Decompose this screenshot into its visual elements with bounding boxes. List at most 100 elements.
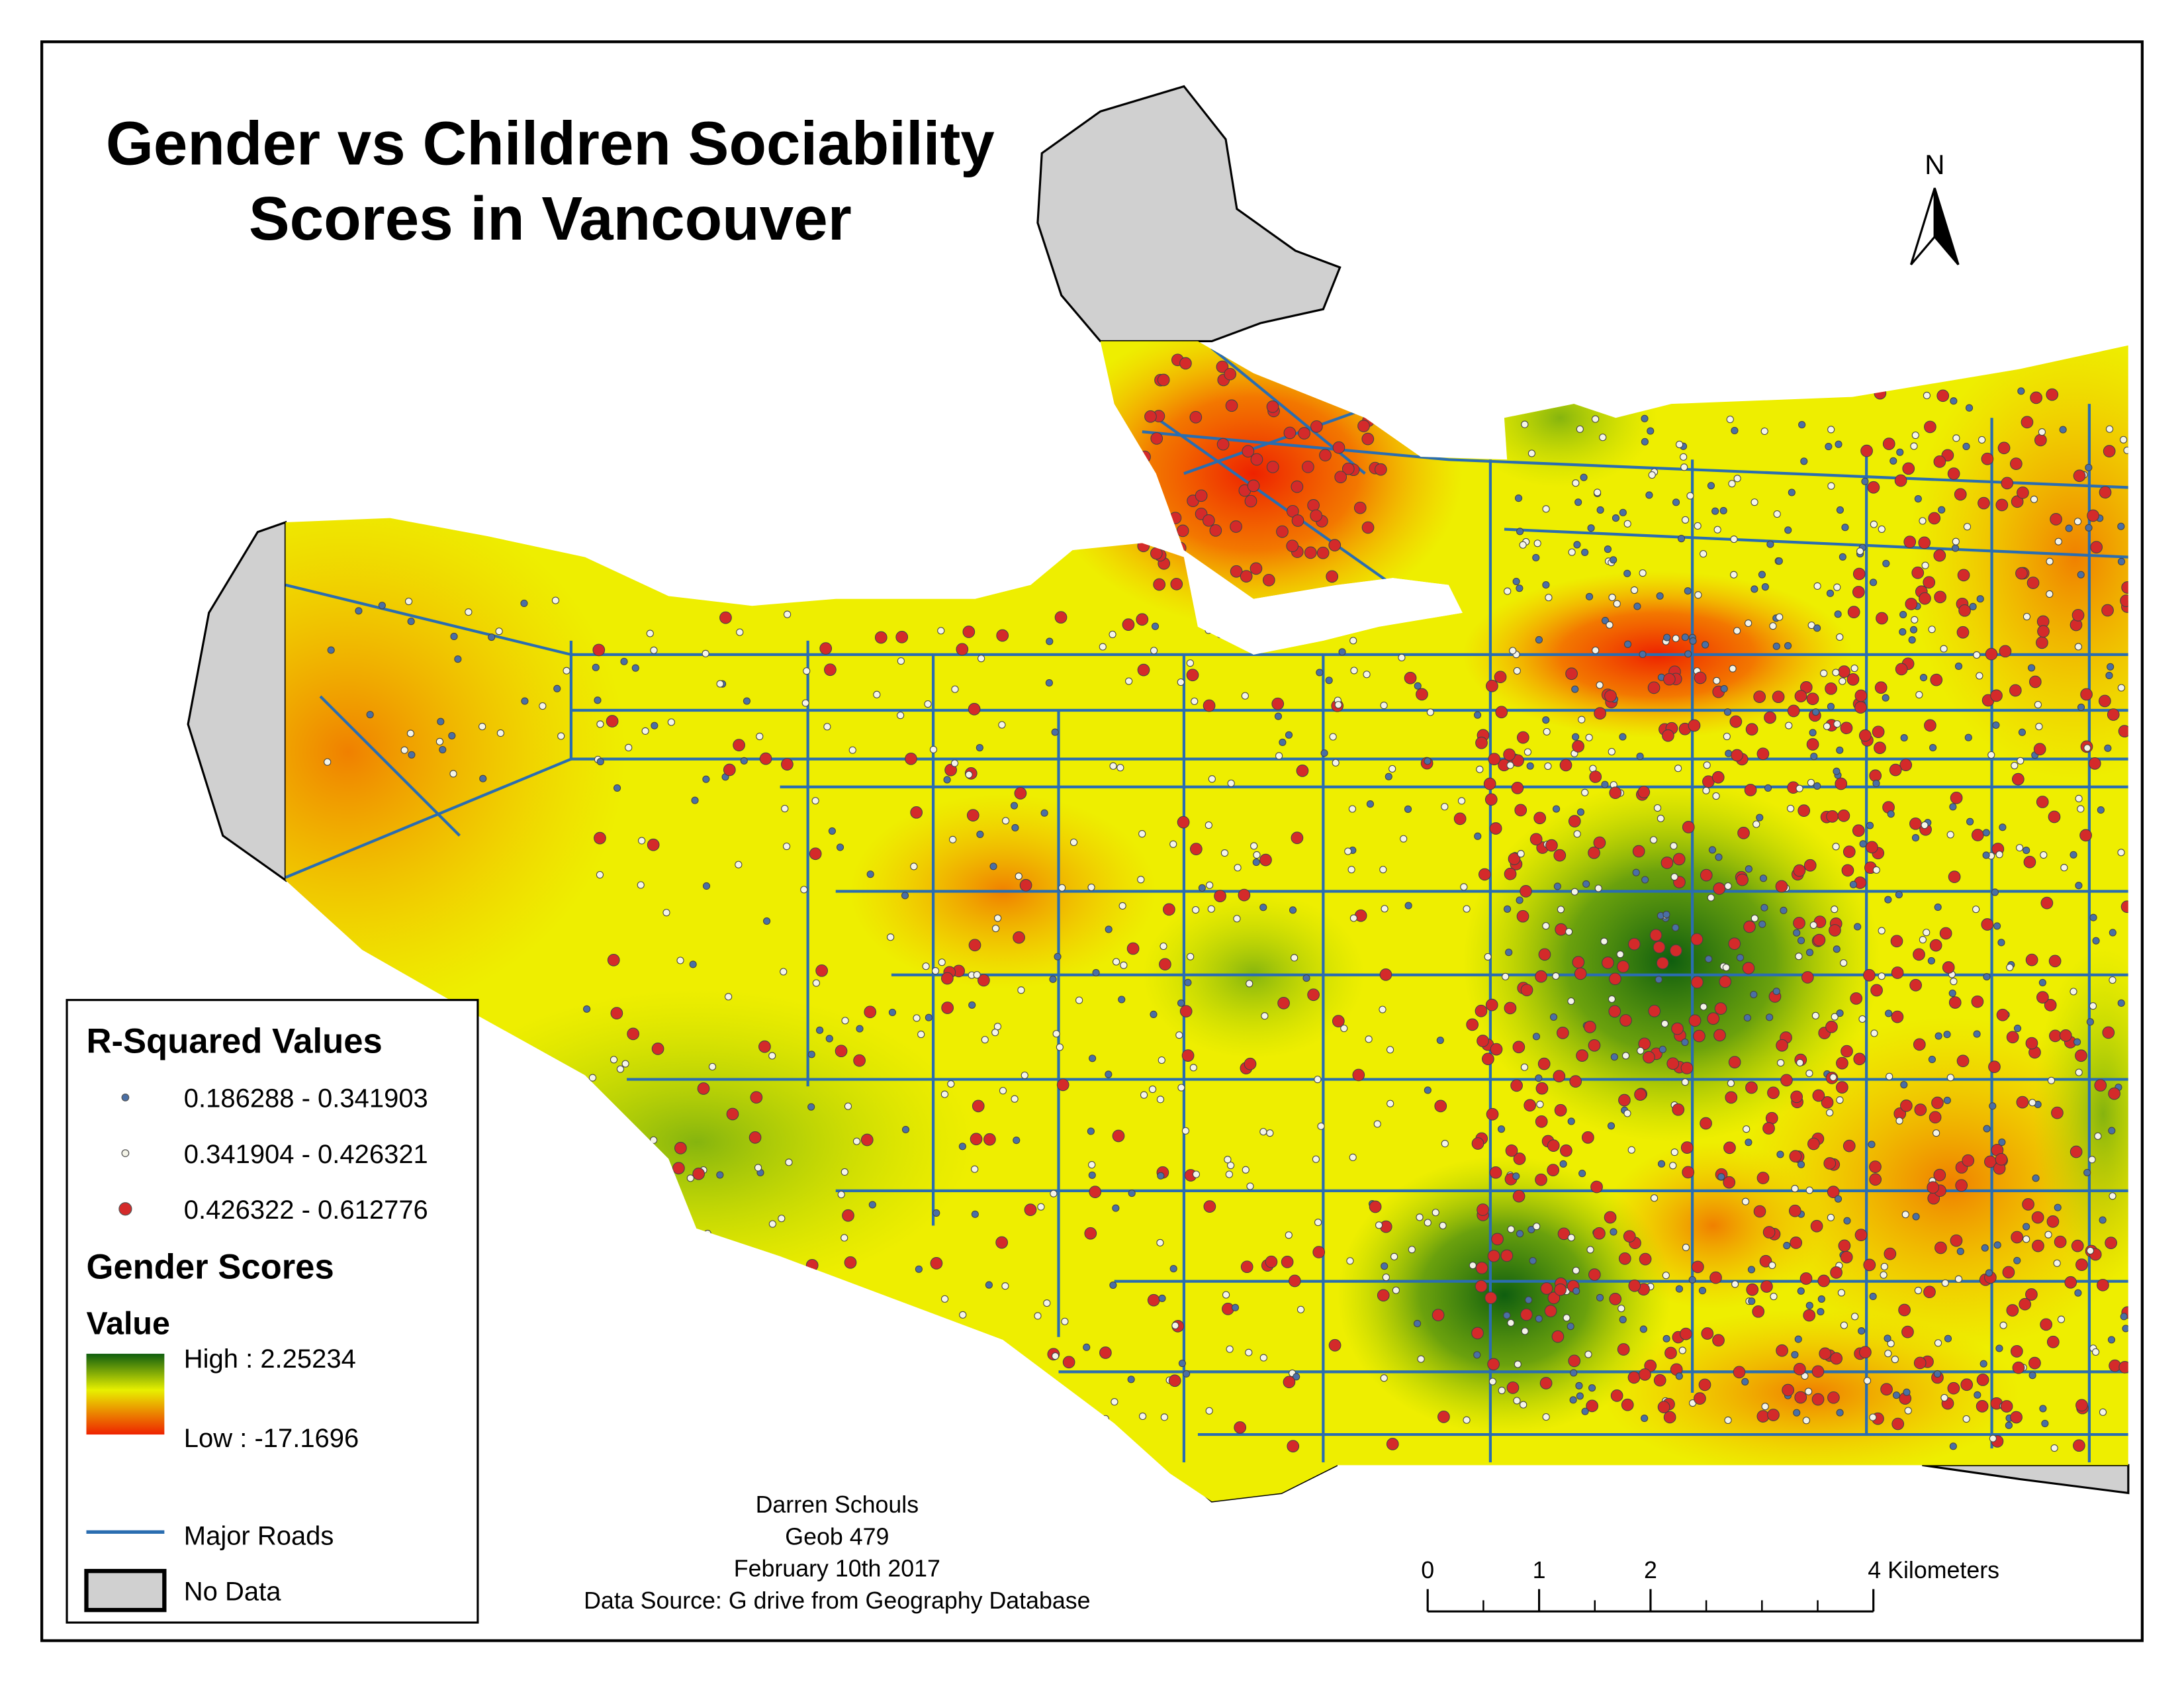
r-squared-point	[1069, 838, 1078, 847]
r-squared-point	[1837, 1289, 1845, 1297]
surface-high	[1337, 1156, 1672, 1435]
r-squared-point	[841, 1234, 848, 1242]
r-squared-point	[1891, 966, 1904, 979]
r-squared-point	[1958, 604, 1971, 617]
r-squared-point	[971, 1210, 979, 1218]
r-squared-point	[1841, 1045, 1853, 1058]
r-squared-point	[1895, 890, 1903, 899]
r-squared-point	[1089, 1186, 1102, 1198]
r-squared-point	[1357, 420, 1370, 432]
r-squared-point	[1689, 637, 1697, 645]
r-squared-point	[1831, 906, 1839, 914]
r-squared-point	[1466, 1018, 1479, 1031]
r-squared-point	[1617, 1343, 1630, 1356]
r-squared-point	[1363, 671, 1371, 679]
r-squared-point	[647, 838, 660, 851]
r-squared-point	[1482, 1053, 1494, 1066]
north-arrow	[1933, 187, 1960, 265]
r-squared-point	[1186, 659, 1194, 667]
r-squared-point	[1723, 1176, 1736, 1189]
r-squared-point	[1880, 1262, 1888, 1270]
r-squared-point	[1056, 1043, 1064, 1051]
r-squared-point	[1791, 1350, 1799, 1359]
r-squared-point	[1746, 1283, 1759, 1296]
r-squared-point	[1913, 948, 1925, 961]
r-squared-point	[1680, 1141, 1694, 1154]
r-squared-point	[1753, 690, 1766, 703]
r-squared-point	[1623, 520, 1631, 528]
r-squared-point	[1128, 1190, 1136, 1197]
r-squared-point	[2086, 1018, 2094, 1026]
r-squared-point	[596, 758, 604, 766]
r-squared-point	[1782, 1383, 1795, 1397]
r-squared-point	[2011, 495, 2024, 508]
r-squared-point	[2035, 723, 2043, 731]
r-squared-point	[1592, 646, 1600, 655]
r-squared-point	[1813, 782, 1821, 790]
r-squared-point	[1045, 679, 1053, 687]
r-squared-point	[2046, 1335, 2060, 1348]
r-squared-point	[1484, 1291, 1497, 1305]
r-squared-point	[1572, 956, 1585, 968]
r-squared-point	[1547, 1164, 1560, 1176]
r-squared-point	[651, 1043, 664, 1055]
r-squared-point	[956, 643, 969, 656]
r-squared-point	[1927, 957, 1935, 964]
r-squared-point	[1601, 616, 1610, 625]
r-squared-point	[2090, 541, 2103, 553]
r-squared-point	[768, 1220, 776, 1228]
r-squared-point	[2087, 509, 2099, 522]
r-squared-point	[2107, 708, 2120, 721]
r-squared-point	[1633, 602, 1641, 610]
r-squared-point	[1473, 711, 1482, 719]
r-squared-point	[981, 1036, 989, 1044]
r-squared-point	[2044, 1231, 2052, 1239]
r-squared-point	[1532, 553, 1540, 562]
r-squared-point	[1092, 968, 1100, 977]
r-squared-point	[1861, 477, 1869, 485]
r-squared-point	[2050, 513, 2062, 526]
r-squared-point	[1177, 999, 1185, 1007]
r-squared-point	[2021, 416, 2034, 429]
r-squared-point	[1547, 1291, 1561, 1305]
r-squared-point	[1908, 636, 1916, 644]
r-squared-point	[1670, 873, 1678, 881]
r-squared-point	[1928, 626, 1936, 633]
r-squared-point	[1623, 1230, 1636, 1243]
r-squared-point	[1285, 1231, 1293, 1239]
r-squared-point	[1728, 1056, 1741, 1068]
r-squared-point	[1225, 399, 1238, 412]
r-squared-point	[1850, 664, 1858, 673]
r-squared-point	[1471, 1137, 1484, 1150]
r-squared-point	[1514, 1360, 1522, 1368]
r-squared-point	[1942, 961, 1955, 974]
r-squared-point	[1109, 762, 1117, 770]
r-squared-point	[1150, 547, 1163, 560]
r-squared-point	[1545, 594, 1553, 602]
r-squared-point	[1672, 853, 1686, 866]
r-squared-point	[1807, 778, 1815, 786]
r-squared-point	[1497, 1125, 1506, 1133]
no-data-area	[1036, 85, 1342, 343]
r-squared-point	[1617, 1305, 1625, 1313]
r-squared-point	[1833, 767, 1841, 775]
r-squared-point	[965, 771, 973, 778]
r-squared-point	[1612, 514, 1620, 522]
r-squared-point	[1553, 882, 1561, 890]
r-squared-point	[768, 1052, 776, 1060]
r-squared-point	[1240, 570, 1253, 583]
r-squared-point	[763, 917, 771, 925]
r-squared-point	[1711, 771, 1725, 784]
r-squared-point	[1898, 1303, 1911, 1317]
r-squared-point	[1954, 662, 1963, 671]
r-squared-point	[1656, 957, 1669, 970]
r-squared-point	[944, 763, 957, 776]
r-squared-point	[1783, 1242, 1791, 1250]
r-squared-point	[1516, 585, 1524, 592]
r-squared-point	[2028, 1356, 2041, 1370]
r-squared-point	[1037, 1203, 1045, 1211]
r-squared-point	[2051, 1106, 2064, 1119]
r-squared-point	[1536, 1100, 1544, 1108]
r-squared-point	[1954, 1275, 1963, 1283]
r-squared-point	[837, 1190, 845, 1199]
